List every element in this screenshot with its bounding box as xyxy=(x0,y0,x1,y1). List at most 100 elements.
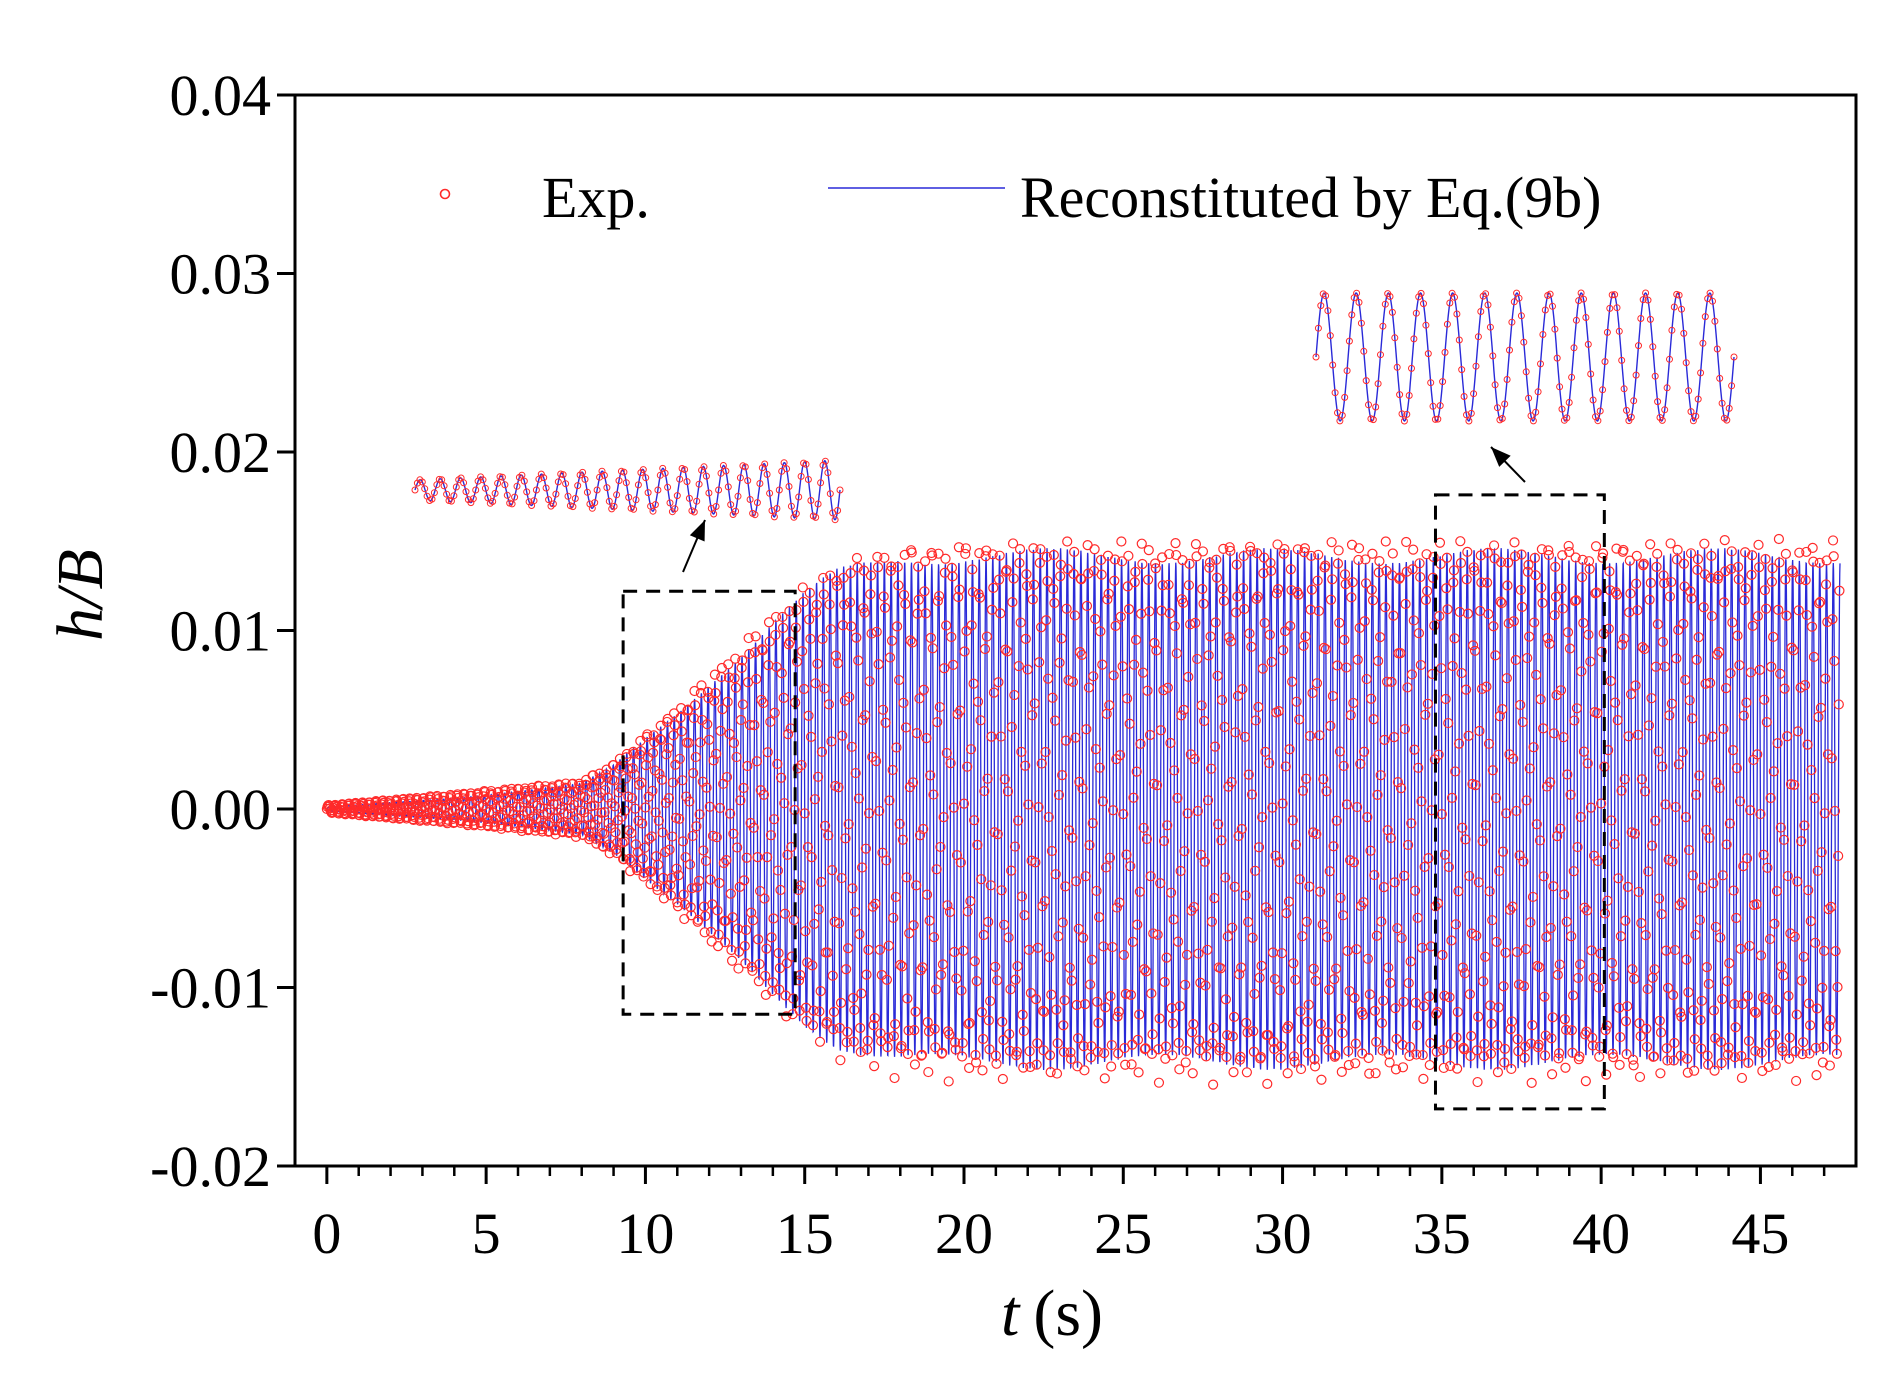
exp-marker xyxy=(905,635,916,646)
exp-marker xyxy=(1457,962,1468,973)
exp-marker xyxy=(1246,789,1258,800)
exp-marker xyxy=(1682,1067,1693,1078)
exp-marker xyxy=(1666,698,1677,709)
exp-marker xyxy=(1446,935,1457,946)
exp-marker xyxy=(962,906,973,917)
exp-marker xyxy=(702,719,713,730)
exp-marker xyxy=(1127,936,1138,947)
exp-marker xyxy=(1024,1046,1035,1057)
exp-marker xyxy=(668,730,679,741)
inset-marker xyxy=(494,479,502,487)
exp-marker xyxy=(1596,798,1607,809)
exp-marker xyxy=(1710,921,1721,933)
exp-marker xyxy=(1722,1049,1734,1060)
exp-marker xyxy=(1080,871,1091,882)
exp-marker xyxy=(1763,1061,1774,1073)
exp-marker xyxy=(1243,916,1254,928)
exp-marker xyxy=(1005,984,1016,995)
exp-marker xyxy=(812,658,823,669)
inset-marker xyxy=(503,491,511,499)
exp-marker xyxy=(1283,896,1295,907)
legend-reconstituted-label: Reconstituted by Eq.(9b) xyxy=(1020,165,1602,230)
exp-marker xyxy=(1480,951,1491,962)
exp-marker xyxy=(1272,539,1283,550)
exp-marker xyxy=(1461,574,1472,585)
exp-marker xyxy=(840,833,851,844)
exp-marker xyxy=(1808,556,1819,567)
exp-marker xyxy=(1658,570,1669,581)
inset-marker xyxy=(1642,289,1650,297)
exp-marker xyxy=(1829,655,1840,667)
exp-marker xyxy=(1293,589,1304,600)
exp-marker xyxy=(1703,978,1714,990)
exp-marker xyxy=(1798,1037,1809,1048)
exp-marker xyxy=(1752,611,1763,622)
legend: Exp. Reconstituted by Eq.(9b) xyxy=(439,165,1602,230)
exp-marker xyxy=(1643,866,1654,877)
exp-marker xyxy=(778,692,789,703)
exp-marker xyxy=(779,908,791,919)
exp-marker xyxy=(1087,817,1098,829)
exp-marker xyxy=(709,695,720,706)
exp-marker xyxy=(537,826,548,837)
exp-marker xyxy=(1334,617,1345,628)
exp-marker xyxy=(1539,991,1550,1002)
exp-marker xyxy=(1673,759,1684,770)
exp-marker xyxy=(1502,580,1513,591)
exp-marker xyxy=(1731,912,1742,924)
exp-marker xyxy=(1774,557,1785,568)
exp-marker xyxy=(1517,716,1528,728)
exp-marker xyxy=(937,959,949,970)
exp-marker xyxy=(904,928,915,939)
inset-marker xyxy=(676,475,684,483)
exp-marker xyxy=(1122,693,1133,704)
exp-marker xyxy=(1676,1011,1687,1022)
exp-marker xyxy=(1497,846,1509,857)
exp-marker xyxy=(1208,1079,1219,1090)
exp-marker xyxy=(1078,1041,1089,1052)
exp-marker xyxy=(917,962,928,973)
exp-marker xyxy=(1225,636,1237,647)
exp-marker xyxy=(1824,1060,1835,1071)
exp-marker xyxy=(967,586,979,598)
exp-marker xyxy=(796,759,807,771)
exp-marker xyxy=(1387,548,1398,559)
exp-marker xyxy=(1054,657,1065,668)
exp-marker xyxy=(1550,561,1561,572)
inset-marker xyxy=(430,489,438,497)
exp-marker xyxy=(807,960,818,971)
exp-marker xyxy=(635,745,647,757)
exp-marker xyxy=(890,1019,901,1030)
exp-marker xyxy=(1192,805,1203,817)
exp-marker xyxy=(1631,578,1642,589)
exp-marker xyxy=(811,599,822,610)
exp-marker xyxy=(1817,1057,1828,1068)
exp-marker xyxy=(1242,1027,1253,1038)
exp-marker xyxy=(872,562,884,573)
exp-marker xyxy=(977,1065,988,1076)
exp-marker xyxy=(588,770,599,781)
exp-marker xyxy=(1582,758,1593,769)
exp-marker xyxy=(1783,990,1794,1001)
exp-marker xyxy=(1421,549,1432,560)
exp-marker xyxy=(1188,1019,1199,1030)
exp-marker xyxy=(1473,877,1484,888)
exp-marker xyxy=(700,855,712,867)
exp-marker xyxy=(1562,769,1573,780)
inset-marker xyxy=(610,502,618,510)
exp-marker xyxy=(511,801,522,813)
exp-marker xyxy=(1273,705,1284,717)
exp-marker xyxy=(833,782,844,793)
inset-marker xyxy=(770,513,778,521)
inset-marker xyxy=(1396,391,1404,399)
exp-marker xyxy=(1831,1034,1842,1045)
exp-marker xyxy=(1694,914,1706,926)
inset-marker xyxy=(1515,294,1523,302)
exp-marker xyxy=(1553,1048,1565,1059)
exp-marker xyxy=(569,815,580,826)
exp-marker xyxy=(1137,558,1148,570)
exp-marker xyxy=(759,893,770,904)
exp-marker xyxy=(1506,1063,1517,1075)
exp-marker xyxy=(932,716,943,728)
x-tick-label: 40 xyxy=(1572,1201,1630,1266)
